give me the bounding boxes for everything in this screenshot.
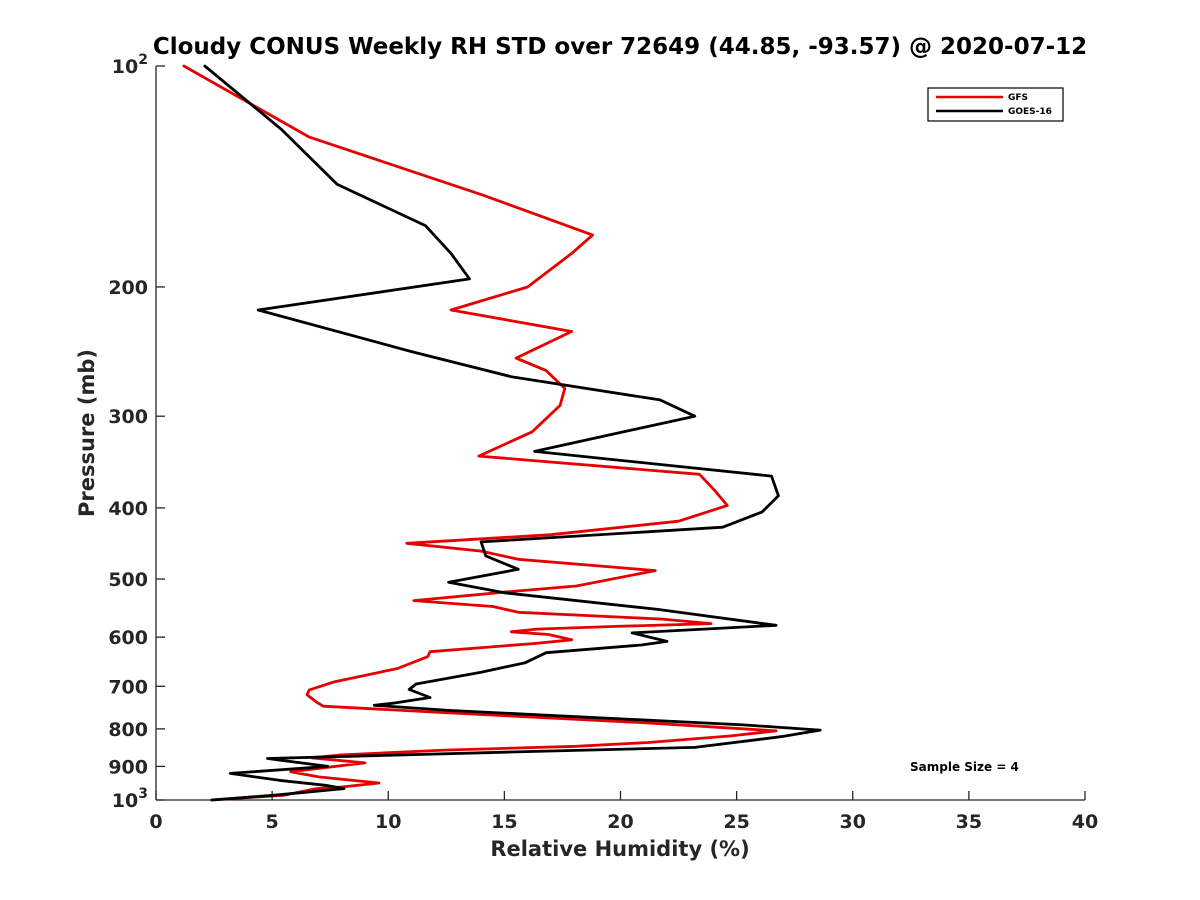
x-tick-label: 40 [1072, 811, 1098, 833]
legend-box [927, 87, 1064, 122]
y-tick-label: 900 [108, 756, 148, 778]
y-axis-ticks: 102 200 300 400 500 600 700 800 900 103 [108, 52, 165, 812]
legend-label-goes16: GOES-16 [1008, 107, 1052, 117]
sample-size-annotation: Sample Size = 4 [910, 760, 1019, 774]
series-layer [182, 64, 822, 802]
x-axis-title: Relative Humidity (%) [490, 837, 749, 861]
y-tick-label: 700 [108, 676, 148, 698]
x-tick-label: 15 [491, 811, 517, 833]
y-axis-title: Pressure (mb) [75, 349, 99, 517]
x-tick-label: 25 [723, 811, 749, 833]
y-tick-label: 200 [108, 277, 148, 299]
y-tick-label: 103 [112, 786, 148, 812]
series-line-goes16 [203, 64, 822, 802]
x-tick-label: 0 [149, 811, 162, 833]
x-tick-label: 10 [375, 811, 401, 833]
y-tick-label: 800 [108, 719, 148, 741]
chart-title: Cloudy CONUS Weekly RH STD over 72649 (4… [153, 34, 1087, 60]
y-tick-label: 102 [112, 52, 148, 78]
legend: GFS GOES-16 [927, 87, 1064, 122]
legend-label-gfs: GFS [1008, 93, 1028, 103]
y-tick-label: 500 [108, 569, 148, 591]
x-tick-label: 30 [840, 811, 866, 833]
x-tick-label: 5 [266, 811, 279, 833]
x-axis-ticks: 0 5 10 15 20 25 30 35 40 [149, 791, 1098, 833]
y-tick-label: 600 [108, 627, 148, 649]
y-tick-label: 400 [108, 498, 148, 520]
x-tick-label: 35 [956, 811, 982, 833]
y-tick-label: 300 [108, 406, 148, 428]
x-tick-label: 20 [607, 811, 633, 833]
series-line-gfs [182, 64, 778, 802]
